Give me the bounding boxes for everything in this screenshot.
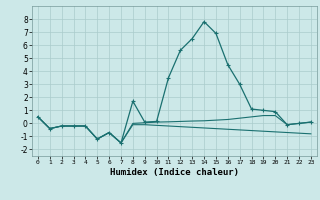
X-axis label: Humidex (Indice chaleur): Humidex (Indice chaleur) <box>110 168 239 177</box>
